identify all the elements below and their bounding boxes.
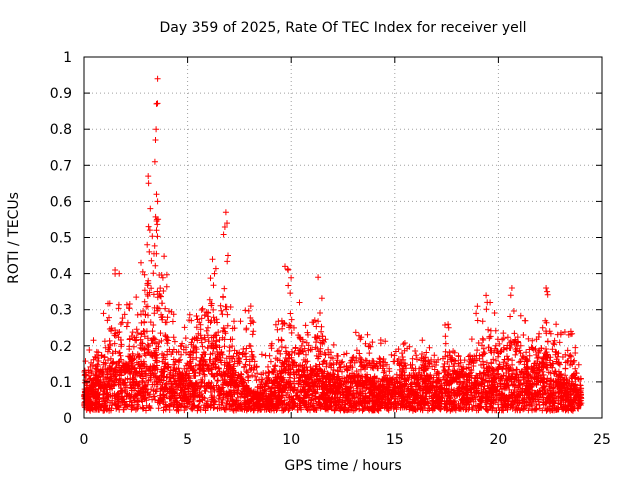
y-tick-label: 0.8	[50, 122, 72, 138]
x-tick-label: 25	[593, 432, 611, 448]
axes-layer: 0 5 10 15 20 25 0 0.1 0.2 0.3 0.4 0.5 0.6 0.7 0.8 0.9 1	[50, 50, 611, 448]
y-tick-label: 0.1	[50, 375, 72, 391]
y-tick-label: 0.5	[50, 231, 72, 247]
data-points	[81, 75, 585, 414]
y-tick-label: 0.9	[50, 86, 72, 102]
y-tick-label: 0	[63, 411, 72, 427]
x-axis-label: GPS time / hours	[284, 458, 401, 474]
x-tick-label: 5	[183, 432, 192, 448]
roti-points	[81, 75, 585, 414]
x-tick-label: 15	[386, 432, 404, 448]
x-tick-label: 10	[282, 432, 300, 448]
y-tick-label: 0.4	[50, 267, 72, 283]
y-tick-label: 1	[63, 50, 72, 66]
chart-title: Day 359 of 2025, Rate Of TEC Index for r…	[159, 20, 526, 36]
x-tick-label: 0	[80, 432, 89, 448]
y-axis-label: ROTI / TECUs	[6, 192, 22, 284]
y-tick-label: 0.6	[50, 194, 72, 210]
y-tick-label: 0.3	[50, 303, 72, 319]
y-tick-label: 0.7	[50, 158, 72, 174]
y-tick-label: 0.2	[50, 339, 72, 355]
x-tick-label: 20	[489, 432, 507, 448]
